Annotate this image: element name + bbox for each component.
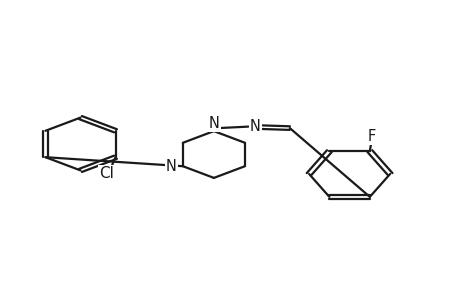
Text: Cl: Cl: [99, 166, 113, 181]
Text: N: N: [166, 159, 176, 174]
Text: N: N: [249, 119, 260, 134]
Text: N: N: [208, 116, 219, 131]
Text: F: F: [367, 129, 375, 144]
